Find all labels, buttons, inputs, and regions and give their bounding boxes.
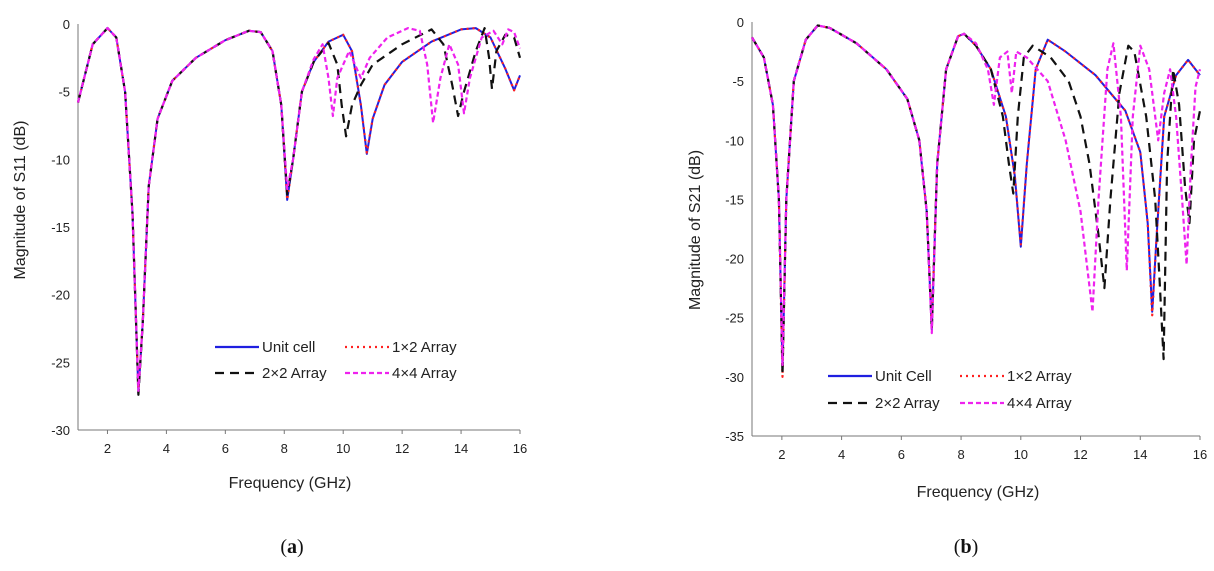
chart-b-x-tick-label: 4 bbox=[838, 447, 845, 462]
chart-b-legend-label-2: 1×2 Array bbox=[1007, 368, 1072, 385]
chart-b-y-tick-label: -5 bbox=[732, 74, 744, 89]
chart-b-x-axis-title: Frequency (GHz) bbox=[917, 484, 1040, 501]
chart-a-x-tick-label: 12 bbox=[395, 441, 409, 456]
caption-b: (b) bbox=[954, 536, 978, 559]
chart-b-x-tick-label: 6 bbox=[898, 447, 905, 462]
chart-b-legend-label-4: 4×4 Array bbox=[1007, 395, 1072, 412]
chart-b-series-2-line bbox=[751, 24, 1201, 378]
chart-a-x-tick-label: 2 bbox=[104, 441, 111, 456]
chart-b-x-tick-label: 2 bbox=[778, 447, 785, 462]
chart-a-y-axis-title: Magnitude of S11 (dB) bbox=[12, 121, 29, 280]
chart-a-x-tick-label: 8 bbox=[281, 441, 288, 456]
chart-a-legend-label-2: 1×2 Array bbox=[392, 339, 457, 356]
chart-a-y-tick-label: 0 bbox=[63, 17, 70, 32]
chart-b-x-tick-label: 8 bbox=[957, 447, 964, 462]
chart-b-y-tick-label: -25 bbox=[725, 311, 744, 326]
caption-a-open: ( bbox=[280, 536, 287, 558]
chart-a-x-tick-label: 14 bbox=[454, 441, 468, 456]
chart-a-y-tick-label: -5 bbox=[58, 85, 70, 100]
chart-b-series-4-line bbox=[751, 24, 1202, 367]
chart-a-y-tick-label: -25 bbox=[51, 355, 70, 370]
caption-a-letter: a bbox=[287, 536, 297, 558]
chart-a: Magnitude of S11 (dB) Frequency (GHz) 2 4… bbox=[12, 17, 527, 492]
chart-a-x-tick-label: 10 bbox=[336, 441, 350, 456]
chart-b-y-tick-label: -20 bbox=[725, 252, 744, 267]
chart-b-y-tick-label: -10 bbox=[725, 133, 744, 148]
chart-a-legend-label-3: 2×2 Array bbox=[262, 365, 327, 382]
chart-a-y-tick-label: -20 bbox=[51, 288, 70, 303]
chart-a-x-tick-label: 4 bbox=[163, 441, 170, 456]
chart-b-legend-label-3: 2×2 Array bbox=[875, 395, 940, 412]
chart-a-y-tick-label: -15 bbox=[51, 220, 70, 235]
caption-b-letter: b bbox=[960, 536, 972, 558]
chart-a-series-2-line bbox=[76, 27, 522, 394]
chart-b-x-tick-label: 10 bbox=[1014, 447, 1028, 462]
caption-b-open: ( bbox=[953, 536, 961, 558]
chart-a-x-tick-label: 6 bbox=[222, 441, 229, 456]
chart-b-y-axis-title: Magnitude of S21 (dB) bbox=[687, 150, 704, 310]
chart-a-x-axis-title: Frequency (GHz) bbox=[229, 475, 352, 492]
caption-b-close: ) bbox=[971, 536, 979, 558]
chart-b-x-tick-label: 16 bbox=[1193, 447, 1207, 462]
chart-a-x-tick-label: 16 bbox=[513, 441, 527, 456]
chart-b: Magnitude of S21 (dB) Frequency (GHz) 2 4… bbox=[687, 15, 1207, 501]
chart-b-y-tick-label: -30 bbox=[725, 370, 744, 385]
chart-b-y-tick-label: -35 bbox=[725, 429, 744, 444]
chart-b-series-1-line bbox=[751, 24, 1201, 372]
caption-a-close: ) bbox=[297, 536, 304, 558]
chart-b-x-tick-label: 12 bbox=[1073, 447, 1087, 462]
chart-a-legend-label-4: 4×4 Array bbox=[392, 365, 457, 382]
chart-a-y-tick-label: -10 bbox=[51, 152, 70, 167]
chart-b-legend-label-1: Unit Cell bbox=[875, 368, 932, 385]
chart-a-series-4-line bbox=[76, 27, 522, 392]
chart-b-y-tick-label: 0 bbox=[737, 15, 744, 30]
chart-b-x-tick-label: 14 bbox=[1133, 447, 1147, 462]
caption-a: (a) bbox=[280, 536, 303, 559]
chart-a-legend-label-1: Unit cell bbox=[262, 339, 315, 356]
chart-b-y-tick-label: -15 bbox=[725, 192, 744, 207]
chart-b-series-3-line bbox=[751, 24, 1202, 376]
chart-a-y-tick-label: -30 bbox=[51, 423, 70, 438]
